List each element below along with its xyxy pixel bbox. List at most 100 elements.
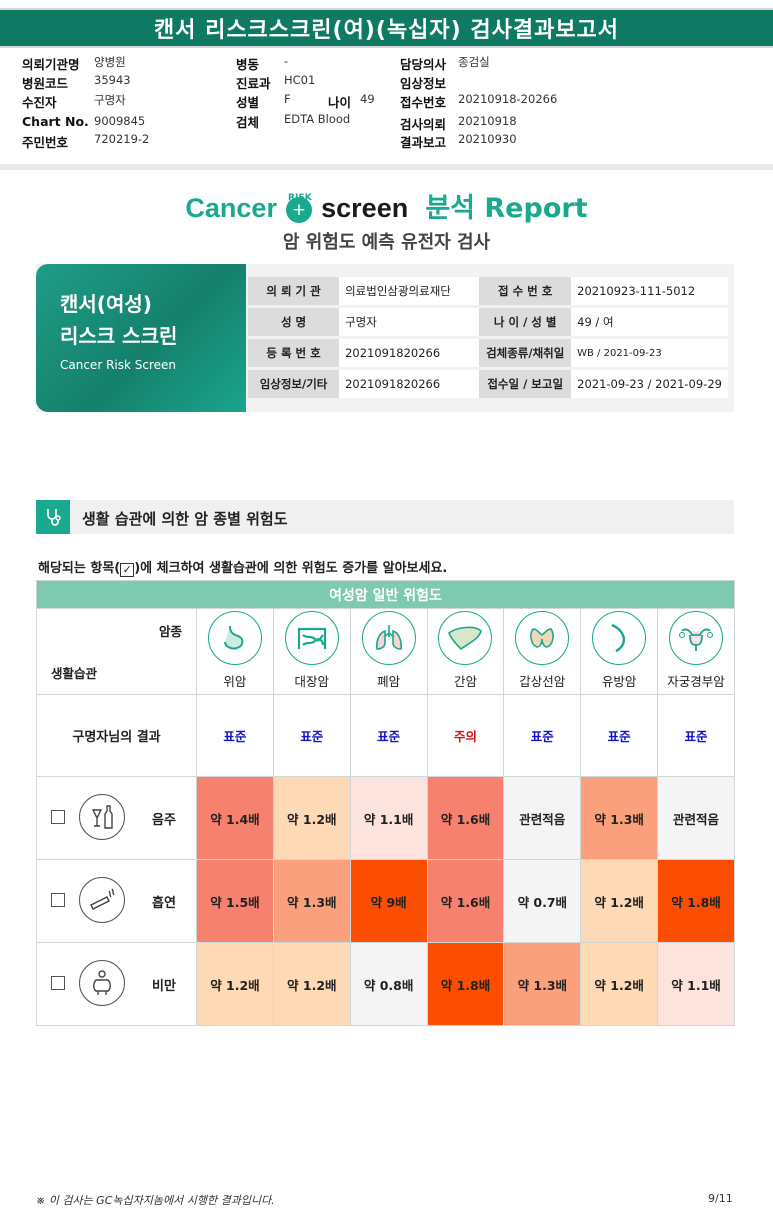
alcohol-checkbox[interactable] bbox=[51, 810, 65, 824]
colon-icon bbox=[284, 611, 339, 665]
card-brand-panel: 캔서(여성) 리스크 스크린 Cancer Risk Screen bbox=[36, 264, 246, 412]
risk-cell: 약 1.3배 bbox=[580, 776, 659, 860]
result-cell: 표준 bbox=[657, 694, 735, 777]
cancer-name: 간암 bbox=[453, 674, 477, 689]
info-label: 검체 bbox=[236, 115, 260, 130]
checkmark-icon: ✓ bbox=[120, 563, 135, 577]
risk-cell: 약 9배 bbox=[349, 859, 428, 943]
info-value: F bbox=[284, 92, 291, 106]
obesity-icon bbox=[79, 960, 125, 1006]
risk-cell: 약 1.6배 bbox=[426, 859, 505, 943]
risk-cell: 약 1.3배 bbox=[503, 942, 582, 1026]
report-header: 캔서 리스크스크린(여)(녹십자) 검사결과보고서 bbox=[0, 8, 773, 48]
risk-cell: 약 1.2배 bbox=[580, 942, 659, 1026]
corner-habit-label: 생활습관 bbox=[51, 666, 98, 681]
note-text-pre: 해당되는 항목( bbox=[38, 561, 121, 576]
card-label: 접수일 / 보고일 bbox=[479, 370, 572, 398]
habit-cell: 흡연 bbox=[35, 859, 198, 943]
card-row: 의 뢰 기 관 의료법인삼광의료재단 접 수 번 호 20210923-111-… bbox=[248, 277, 728, 305]
uterus-icon bbox=[669, 611, 724, 665]
risk-cell: 관련적음 bbox=[657, 776, 735, 860]
info-label: 접수번호 bbox=[400, 95, 447, 110]
card-title-line2: 리스크 스크린 bbox=[60, 324, 178, 348]
cancer-name: 자궁경부암 bbox=[667, 674, 725, 689]
info-value: EDTA Blood bbox=[284, 112, 351, 126]
alcohol-icon bbox=[79, 794, 125, 840]
info-value: 720219-2 bbox=[94, 132, 150, 146]
risk-cell: 약 1.2배 bbox=[580, 859, 659, 943]
info-label: 임상정보 bbox=[400, 76, 447, 91]
section-title: 생활 습관에 의한 암 종별 위험도 bbox=[82, 510, 288, 528]
card-value: 2021091820266 bbox=[339, 339, 480, 367]
stethoscope-icon bbox=[36, 500, 70, 534]
card-label: 의 뢰 기 관 bbox=[248, 277, 340, 305]
cancer-header: 대장암 bbox=[272, 608, 351, 695]
risk-cell: 약 1.2배 bbox=[196, 942, 274, 1026]
card-label: 접 수 번 호 bbox=[479, 277, 572, 305]
stomach-icon bbox=[207, 611, 262, 665]
logo-cancer-text: Cancer bbox=[185, 193, 277, 223]
info-label: Chart No. bbox=[22, 114, 89, 129]
smoking-icon bbox=[79, 877, 125, 923]
info-value: 35943 bbox=[94, 73, 131, 87]
card-value: WB / 2021-09-23 bbox=[571, 339, 728, 367]
risk-cell: 약 0.8배 bbox=[349, 942, 428, 1026]
cancer-header: 자궁경부암 bbox=[657, 608, 735, 695]
result-cell: 표준 bbox=[349, 694, 428, 777]
cancer-name: 유방암 bbox=[601, 674, 637, 689]
risk-cell: 약 1.4배 bbox=[196, 776, 274, 860]
logo-risk-text: RISK bbox=[288, 193, 312, 203]
card-label: 나 이 / 성 별 bbox=[479, 308, 572, 336]
obesity-checkbox[interactable] bbox=[51, 976, 65, 990]
logo-analysis-text: 분석 Report bbox=[425, 193, 588, 224]
risk-cell: 약 1.2배 bbox=[272, 776, 351, 860]
cancer-header: 위암 bbox=[196, 608, 274, 695]
patient-card: 캔서(여성) 리스크 스크린 Cancer Risk Screen 의 뢰 기 … bbox=[36, 264, 734, 412]
corner-cancer-label: 암종 bbox=[159, 624, 183, 639]
card-row: 임상정보/기타 2021091820266 접수일 / 보고일 2021-09-… bbox=[248, 370, 728, 398]
cancer-header: 갑상선암 bbox=[503, 608, 582, 695]
risk-cell: 약 0.7배 bbox=[503, 859, 582, 943]
cancer-name: 폐암 bbox=[377, 674, 401, 689]
page-number: 9/11 bbox=[708, 1192, 733, 1205]
habit-row-alcohol: 음주 약 1.4배 약 1.2배 약 1.1배 약 1.6배 관련적음 약 1.… bbox=[35, 776, 735, 860]
result-cell: 주의 bbox=[426, 694, 505, 777]
card-value: 2021-09-23 / 2021-09-29 bbox=[571, 370, 728, 398]
card-value: 구명자 bbox=[339, 308, 480, 336]
risk-cell: 약 1.3배 bbox=[272, 859, 351, 943]
note-text-post: )에 체크하여 생활습관에 의한 위험도 증가를 알아보세요. bbox=[134, 561, 448, 576]
habit-row-obesity: 비만 약 1.2배 약 1.2배 약 0.8배 약 1.8배 약 1.3배 약 … bbox=[35, 942, 735, 1026]
card-title-en: Cancer Risk Screen bbox=[60, 358, 177, 372]
result-label: 구명자님의 결과 bbox=[35, 694, 198, 777]
cancer-screen-logo: Cancer + RISK screen 분석 Report bbox=[0, 186, 773, 225]
info-value: 9009845 bbox=[94, 114, 146, 128]
card-row: 성 명 구명자 나 이 / 성 별 49 / 여 bbox=[248, 308, 728, 336]
report-subtitle: 암 위험도 예측 유전자 검사 bbox=[282, 232, 491, 253]
habit-name: 음주 bbox=[152, 813, 176, 828]
result-cell: 표준 bbox=[503, 694, 582, 777]
footer-note: ※ 이 검사는 GC녹십자지놈에서 시행한 결과입니다. bbox=[36, 1194, 275, 1207]
result-cell: 표준 bbox=[196, 694, 274, 777]
risk-cell: 약 1.1배 bbox=[349, 776, 428, 860]
card-label: 성 명 bbox=[248, 308, 340, 336]
info-label: 성별 bbox=[236, 95, 260, 110]
card-label: 임상정보/기타 bbox=[248, 370, 340, 398]
cancer-header: 간암 bbox=[426, 608, 505, 695]
table-banner: 여성암 일반 위험도 bbox=[36, 580, 735, 609]
card-value: 49 / 여 bbox=[571, 308, 728, 336]
risk-cell: 약 1.8배 bbox=[657, 859, 735, 943]
smoking-checkbox[interactable] bbox=[51, 893, 65, 907]
info-label: 담당의사 bbox=[400, 57, 447, 72]
card-value: 20210923-111-5012 bbox=[571, 277, 728, 305]
info-label: 의뢰기관명 bbox=[22, 57, 80, 72]
card-label: 검체종류/채취일 bbox=[479, 339, 572, 367]
report-title: 캔서 리스크스크린(여)(녹십자) 검사결과보고서 bbox=[153, 18, 620, 43]
table-corner: 암종 생활습관 bbox=[35, 608, 198, 695]
info-label: 결과보고 bbox=[400, 135, 447, 150]
patient-card-table: 의 뢰 기 관 의료법인삼광의료재단 접 수 번 호 20210923-111-… bbox=[248, 274, 728, 401]
liver-icon bbox=[438, 611, 493, 665]
logo-screen-text: screen bbox=[321, 193, 409, 223]
card-title-line1: 캔서(여성) bbox=[60, 292, 152, 316]
risk-cell: 약 1.2배 bbox=[272, 942, 351, 1026]
info-label: 진료과 bbox=[236, 76, 271, 91]
